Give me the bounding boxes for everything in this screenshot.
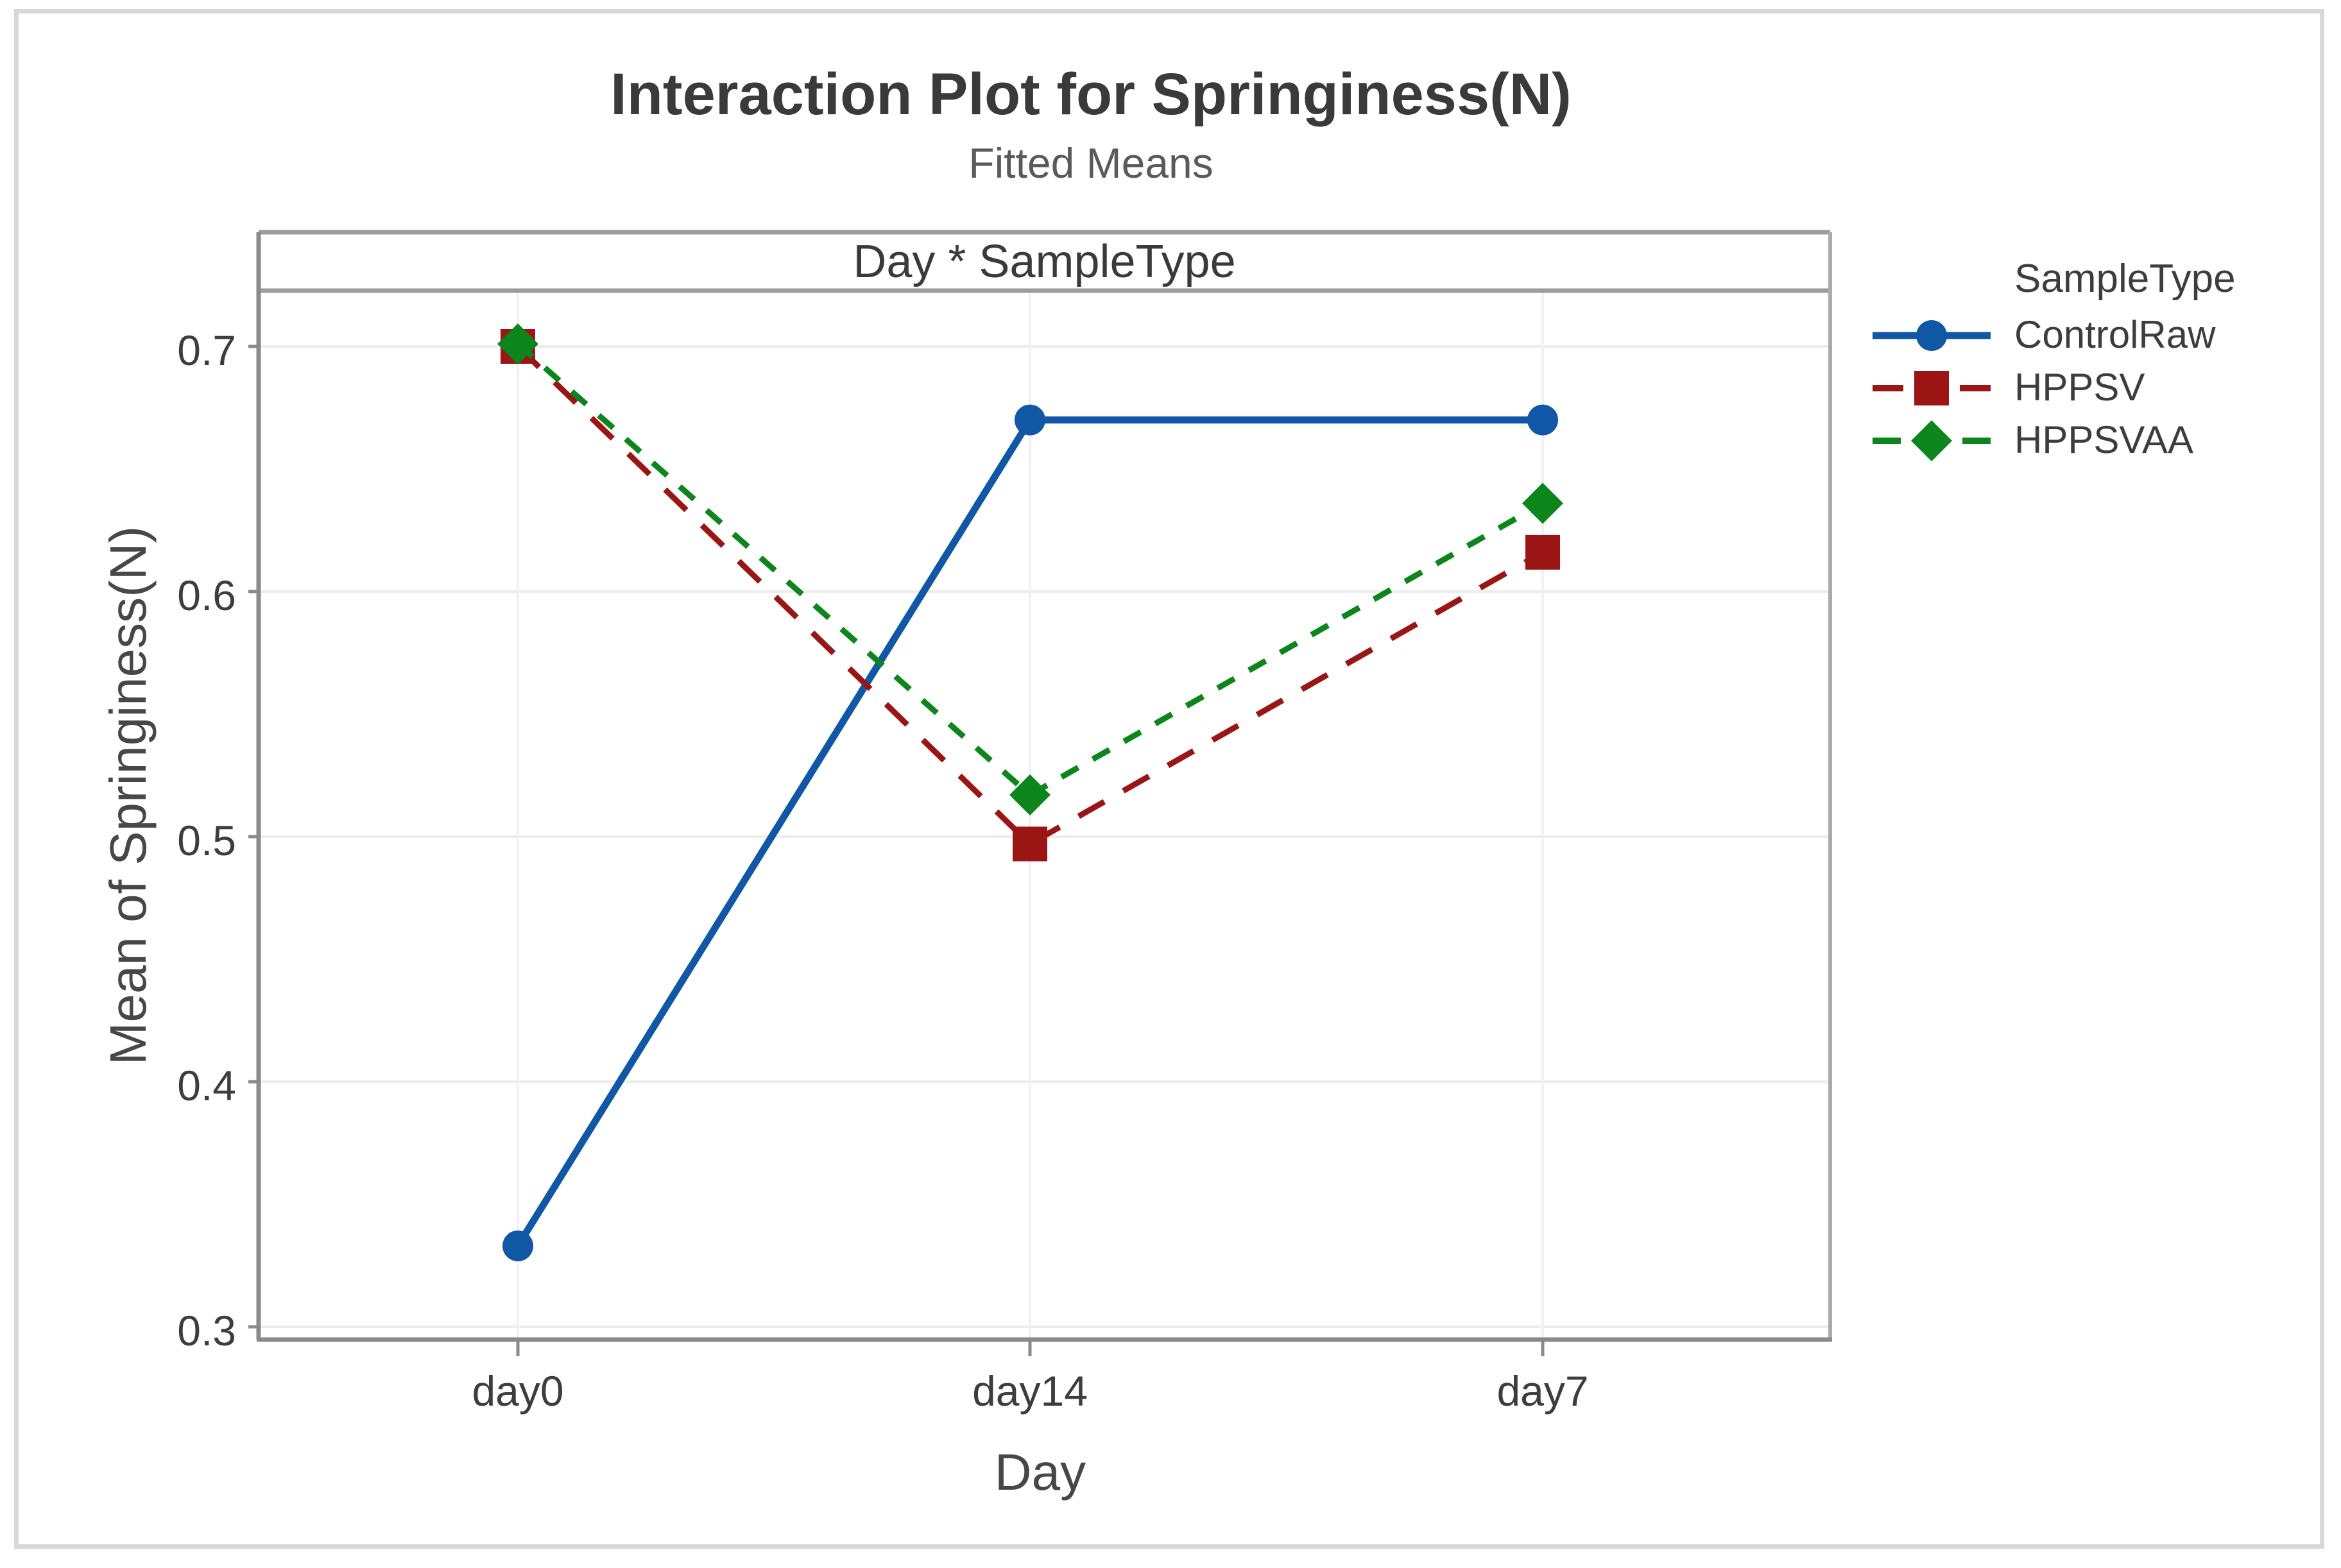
marker-HPPSVAA-day0[interactable] bbox=[497, 323, 538, 365]
legend-symbol-marker-ControlRaw bbox=[1916, 320, 1947, 351]
figure-border bbox=[14, 9, 2324, 1549]
page-subtitle: Fitted Means bbox=[968, 139, 1213, 187]
x-tick-label-day7: day7 bbox=[1496, 1367, 1589, 1415]
marker-ControlRaw-day14[interactable] bbox=[1015, 404, 1045, 436]
legend-symbol-marker-HPPSV bbox=[1914, 371, 1949, 405]
legend-entry-HPPSVAA[interactable]: HPPSVAA bbox=[2014, 418, 2193, 462]
legend-title: SampleType bbox=[2014, 257, 2236, 302]
legend-entry-ControlRaw[interactable]: ControlRaw bbox=[2014, 313, 2216, 357]
x-axis-title: Day bbox=[994, 1444, 1086, 1501]
x-tick-label-day14: day14 bbox=[972, 1367, 1088, 1415]
y-tick-label-0.6: 0.6 bbox=[177, 572, 236, 619]
x-tick-label-day0: day0 bbox=[472, 1367, 564, 1415]
y-tick-label-0.7: 0.7 bbox=[177, 327, 236, 374]
marker-HPPSV-day7[interactable] bbox=[1525, 534, 1560, 570]
panel-title: Day * SampleType bbox=[853, 236, 1236, 287]
y-tick-label-0.3: 0.3 bbox=[177, 1307, 236, 1354]
series-line-HPPSVAA[interactable] bbox=[516, 341, 1545, 799]
series-line-HPPSV[interactable] bbox=[515, 344, 1545, 848]
marker-HPPSVAA-day14[interactable] bbox=[1009, 774, 1050, 816]
y-tick-label-0.5: 0.5 bbox=[177, 817, 236, 864]
page-title: Interaction Plot for Springiness(N) bbox=[610, 62, 1572, 127]
marker-ControlRaw-day0[interactable] bbox=[502, 1230, 533, 1261]
marker-ControlRaw-day7[interactable] bbox=[1527, 404, 1558, 436]
legend-entry-HPPSV[interactable]: HPPSV bbox=[2014, 366, 2145, 409]
marker-HPPSVAA-day7[interactable] bbox=[1522, 482, 1563, 524]
legend-symbol-marker-HPPSVAA bbox=[1911, 420, 1952, 461]
y-tick-label-0.4: 0.4 bbox=[177, 1062, 236, 1109]
marker-HPPSV-day14[interactable] bbox=[1013, 826, 1047, 862]
